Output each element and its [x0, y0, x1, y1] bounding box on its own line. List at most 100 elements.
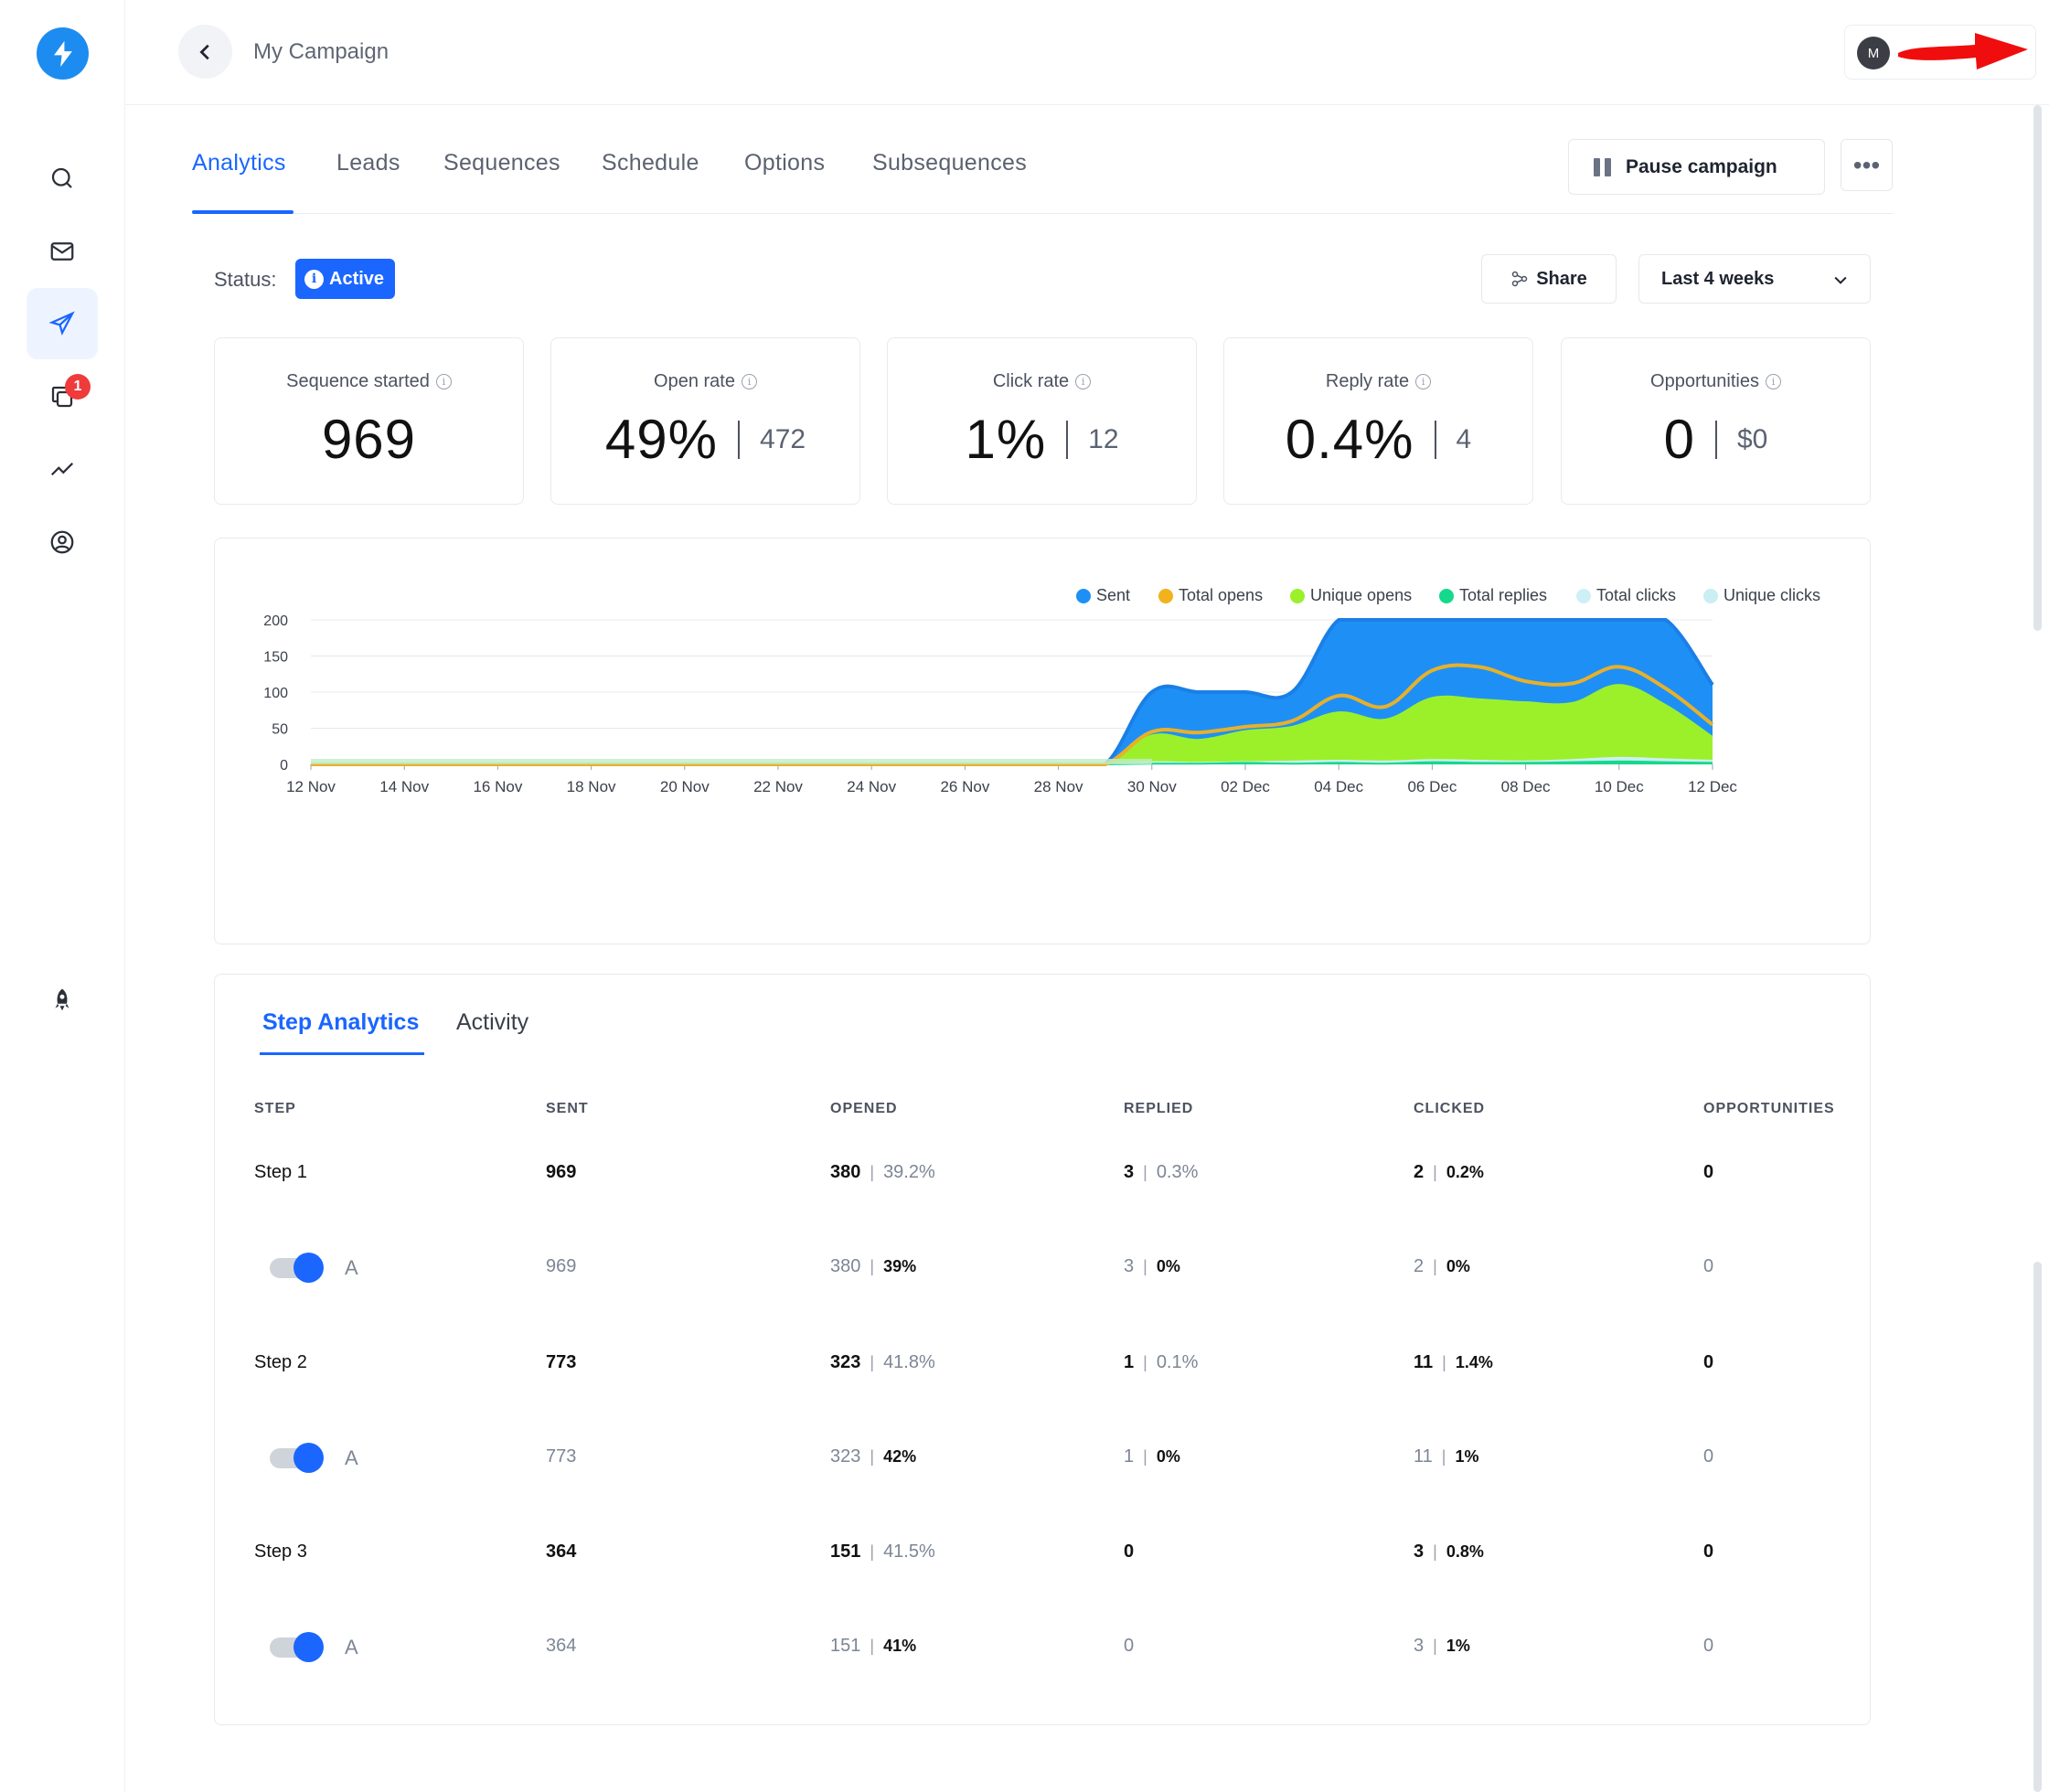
stat-label: Sequence started [286, 371, 430, 391]
column-header-clicked: CLICKED [1414, 1101, 1486, 1116]
x-tick-label: 20 Nov [660, 778, 710, 795]
red-arrow-annotation [1898, 33, 2028, 69]
opened-cell: 151 | 41% [830, 1636, 917, 1656]
share-label: Share [1536, 268, 1587, 289]
info-icon[interactable]: i [1075, 374, 1092, 389]
info-icon[interactable]: i [1765, 374, 1781, 389]
sent-cell: 969 [546, 1256, 577, 1276]
stat-value: 1% [965, 409, 1047, 470]
x-tick-label: 30 Nov [1127, 778, 1177, 795]
info-icon[interactable]: i [741, 374, 757, 389]
tab-leads[interactable]: Leads [336, 150, 400, 176]
chart-legend: Sent Total opens Unique opens Total repl… [215, 586, 1872, 613]
pause-campaign-button[interactable]: Pause campaign [1568, 139, 1825, 195]
opportunities-cell: 0 [1703, 1256, 1714, 1276]
x-tick-label: 12 Dec [1688, 778, 1737, 795]
legend-item-sent[interactable]: Sent [1076, 586, 1130, 605]
variant-toggle[interactable] [270, 1253, 324, 1283]
logo-icon[interactable] [37, 27, 89, 80]
stat-card-reply-rate: Reply rate i 0.4% 4 [1223, 337, 1533, 505]
tab-options[interactable]: Options [744, 150, 826, 176]
stat-count: 12 [1088, 423, 1119, 454]
mail-icon[interactable] [27, 216, 98, 287]
x-tick-label: 10 Dec [1595, 778, 1644, 795]
variant-toggle[interactable] [270, 1632, 324, 1662]
legend-item-unique-clicks[interactable]: Unique clicks [1703, 586, 1820, 605]
opportunities-cell: 0 [1703, 1162, 1714, 1182]
info-icon[interactable]: i [435, 374, 452, 389]
y-tick-label: 200 [263, 613, 288, 629]
sent-cell: 969 [546, 1162, 577, 1182]
column-header-step: STEP [254, 1101, 296, 1116]
back-button[interactable] [178, 25, 232, 79]
sent-cell: 773 [546, 1352, 577, 1372]
status-value: Active [329, 268, 385, 289]
opened-cell: 380 | 39.2% [830, 1162, 935, 1182]
page-title: My Campaign [253, 39, 390, 64]
stat-value: 0.4% [1285, 409, 1414, 470]
sidebar: 1 [0, 0, 125, 1792]
stat-card-open-rate: Open rate i 49% 472 [550, 337, 860, 505]
x-tick-label: 12 Nov [286, 778, 336, 795]
stat-label: Opportunities [1650, 371, 1759, 391]
date-range-select[interactable]: Last 4 weeks [1638, 254, 1871, 304]
y-tick-label: 100 [263, 686, 288, 701]
tab-step-analytics[interactable]: Step Analytics [262, 1009, 420, 1035]
analytics-icon[interactable] [27, 433, 98, 505]
legend-item-total-clicks[interactable]: Total clicks [1576, 586, 1676, 605]
legend-item-total-opens[interactable]: Total opens [1158, 586, 1263, 605]
stat-value: 0 [1663, 409, 1695, 470]
opportunities-cell: 0 [1703, 1352, 1714, 1372]
sent-cell: 364 [546, 1636, 577, 1656]
variant-toggle[interactable] [270, 1443, 324, 1473]
tab-analytics[interactable]: Analytics [192, 150, 286, 176]
share-button[interactable]: Share [1481, 254, 1617, 304]
variant-label: A [345, 1256, 358, 1279]
column-header-opened: OPENED [830, 1101, 898, 1116]
stat-amount: $0 [1737, 423, 1768, 454]
share-icon [1511, 271, 1528, 287]
opened-cell: 151 | 41.5% [830, 1541, 935, 1562]
active-subtab-indicator [260, 1052, 424, 1055]
legend-item-unique-opens[interactable]: Unique opens [1290, 586, 1412, 605]
replied-cell: 3 | 0% [1124, 1256, 1180, 1276]
x-tick-label: 26 Nov [940, 778, 989, 795]
legend-item-total-replies[interactable]: Total replies [1439, 586, 1547, 605]
analytics-chart: Sent Total opens Unique opens Total repl… [214, 538, 1871, 944]
step-analytics-panel: Step Analytics Activity STEP SENT OPENED… [214, 974, 1871, 1725]
more-options-button[interactable]: ••• [1841, 139, 1893, 191]
rocket-icon[interactable] [27, 965, 98, 1036]
scrollbar-inner[interactable] [2033, 1262, 2042, 1792]
tab-subsequences[interactable]: Subsequences [872, 150, 1028, 176]
clicked-cell: 11 | 1% [1414, 1446, 1479, 1467]
replied-cell: 0 [1124, 1541, 1135, 1562]
clicked-cell: 2 | 0.2% [1414, 1162, 1484, 1182]
clicked-cell: 11 | 1.4% [1414, 1352, 1493, 1372]
date-range-value: Last 4 weeks [1661, 268, 1775, 289]
stat-value: 969 [321, 409, 417, 470]
column-header-opportunities: OPPORTUNITIES [1703, 1101, 1835, 1116]
step-name: Step 3 [254, 1541, 307, 1562]
user-circle-icon[interactable] [27, 507, 98, 578]
stat-label: Click rate [992, 371, 1070, 391]
tab-activity[interactable]: Activity [456, 1009, 529, 1035]
search-icon[interactable] [27, 143, 98, 214]
opened-cell: 380 | 39% [830, 1256, 917, 1276]
x-tick-label: 08 Dec [1501, 778, 1551, 795]
info-icon[interactable]: i [1415, 374, 1432, 389]
notification-badge: 1 [65, 374, 91, 400]
x-tick-label: 02 Dec [1221, 778, 1270, 795]
clicked-cell: 3 | 1% [1414, 1636, 1470, 1656]
user-menu[interactable]: M [1844, 25, 2036, 80]
pause-icon [1594, 157, 1611, 176]
y-tick-label: 0 [280, 758, 288, 773]
copy-icon[interactable]: 1 [27, 361, 98, 432]
send-icon[interactable] [27, 288, 98, 359]
x-tick-label: 16 Nov [473, 778, 522, 795]
scrollbar[interactable] [2033, 105, 2042, 631]
tab-sequences[interactable]: Sequences [443, 150, 560, 176]
tab-schedule[interactable]: Schedule [602, 150, 699, 176]
opportunities-cell: 0 [1703, 1636, 1714, 1656]
step-name: Step 1 [254, 1162, 307, 1182]
x-tick-label: 28 Nov [1034, 778, 1083, 795]
